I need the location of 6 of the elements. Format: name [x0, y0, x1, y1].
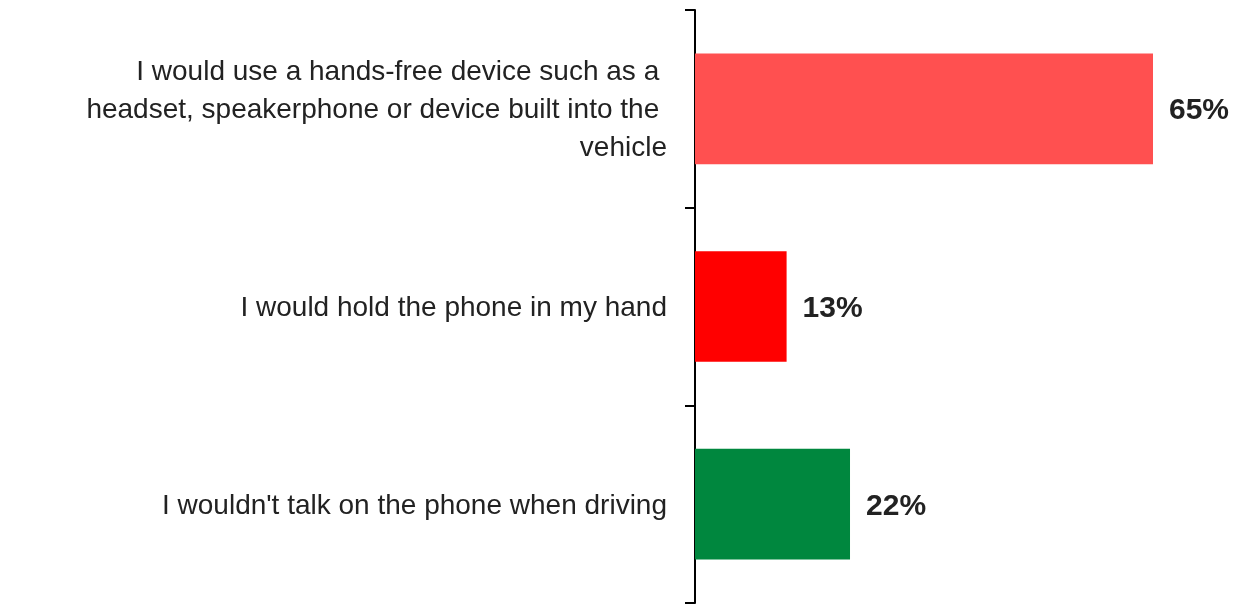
data-label: 13% [802, 290, 863, 323]
data-label: 65% [1169, 92, 1230, 126]
y-tick-label: I wouldn't talk on the phone when driving [161, 488, 667, 520]
y-tick-label: I would hold the phone in my hand [240, 291, 667, 322]
data-label: 22% [866, 487, 927, 521]
y-tick-label: I would use a hands-free device such as a headset, speakerphone or device built into the vehicle [86, 55, 667, 163]
